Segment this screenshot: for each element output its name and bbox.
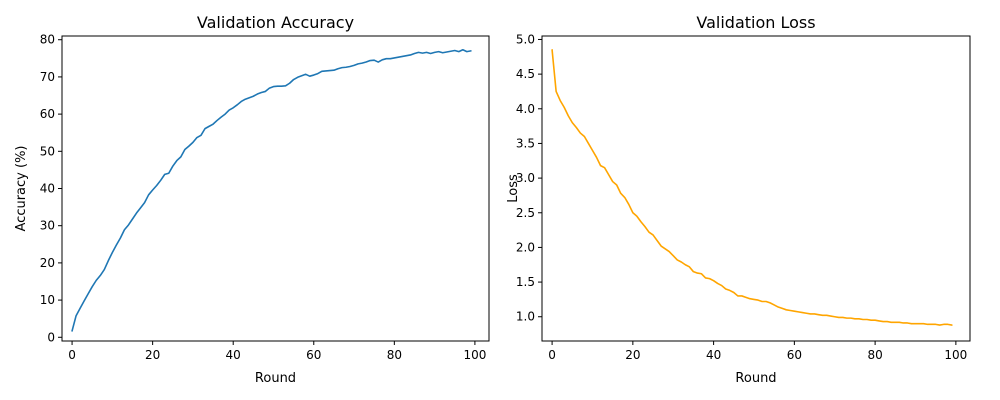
loss-x-tick-label: 40 [706,348,721,362]
accuracy-x-tick-label: 40 [226,348,241,362]
loss-x-tick-label: 80 [867,348,882,362]
accuracy-x-tick-label: 100 [463,348,486,362]
loss-y-tick-label: 4.0 [516,102,535,116]
accuracy-x-tick-label: 0 [68,348,76,362]
accuracy-y-tick-label: 30 [40,219,55,233]
accuracy-y-tick-label: 70 [40,70,55,84]
loss-x-axis-label: Round [735,371,776,386]
loss-x-tick-label: 100 [944,348,967,362]
loss-chart: Validation Loss 0 20 40 60 80 100 1.0 1.5 2.0 2.5 3… [506,13,971,386]
accuracy-series-line [71,48,472,332]
accuracy-y-tick-label: 80 [40,33,55,47]
accuracy-title: Validation Accuracy [197,13,354,32]
accuracy-x-tick-label: 20 [145,348,160,362]
accuracy-y-tick-label: 20 [40,256,55,270]
accuracy-y-tick-label: 60 [40,107,55,121]
loss-y-tick-label: 5.0 [516,32,535,46]
loss-y-axis-label: Loss [506,174,521,203]
accuracy-x-tick-label: 80 [387,348,402,362]
loss-y-tick-label: 4.5 [516,67,535,81]
accuracy-y-tick-label: 50 [40,144,55,158]
loss-y-tick-label: 1.0 [516,310,535,324]
loss-series-line [551,49,953,326]
loss-x-tick-label: 20 [625,348,640,362]
loss-y-tick-label: 3.5 [516,136,535,150]
accuracy-y-tick-label: 40 [40,182,55,196]
accuracy-axes-frame [61,35,490,342]
accuracy-x-tick-label: 60 [306,348,321,362]
loss-title: Validation Loss [696,13,815,32]
accuracy-chart: Validation Accuracy 0 20 40 60 80 100 0 10 20 30 40… [14,13,490,386]
loss-y-tick-label: 1.5 [516,275,535,289]
loss-y-tick-label: 2.5 [516,206,535,220]
loss-y-tick-label: 2.0 [516,240,535,254]
loss-y-tick-label: 3.0 [516,171,535,185]
accuracy-y-tick-label: 0 [47,330,55,344]
loss-x-tick-label: 60 [787,348,802,362]
accuracy-x-axis-label: Round [255,371,296,386]
loss-x-tick-label: 0 [548,348,556,362]
accuracy-y-tick-label: 10 [40,293,55,307]
loss-axes-frame [541,35,971,342]
accuracy-y-axis-label: Accuracy (%) [14,146,29,232]
